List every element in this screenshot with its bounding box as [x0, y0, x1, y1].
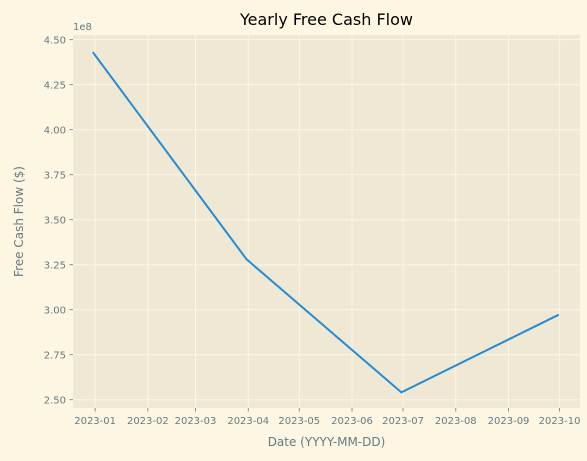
x-tick-label: 2023-08	[435, 416, 477, 427]
y-tick-label: 4.25	[44, 80, 66, 91]
x-tick-label: 2023-04	[227, 416, 269, 427]
y-tick-label: 3.50	[44, 215, 66, 226]
x-tick-label: 2023-07	[382, 416, 424, 427]
y-tick-label: 3.25	[44, 260, 66, 271]
x-tick-label: 2023-06	[331, 416, 373, 427]
x-tick-label: 2023-03	[175, 416, 217, 427]
y-tick-label: 3.75	[44, 170, 66, 181]
x-tick-label: 2023-02	[127, 416, 169, 427]
y-tick-label: 3.00	[44, 305, 66, 316]
x-tick-label: 2023-05	[278, 416, 320, 427]
chart-title: Yearly Free Cash Flow	[239, 10, 413, 29]
series-line	[92, 51, 560, 394]
y-tick-label: 2.75	[44, 350, 66, 361]
x-tick-label: 2023-09	[488, 416, 530, 427]
y-tick-label: 2.50	[44, 395, 66, 406]
series-layer	[92, 51, 560, 394]
y-tick-label: 4.50	[44, 35, 66, 46]
axis-ticks: 2023-01 2023-02 2023-03 2023-04 2023-05 2023-…	[44, 35, 581, 427]
y-axis-label: Free Cash Flow ($)	[12, 166, 26, 277]
plot-area	[73, 35, 580, 408]
y-tick-label: 4.00	[44, 125, 66, 136]
y-axis-offset-label: 1e8	[73, 22, 92, 33]
grid	[73, 35, 580, 408]
x-axis-label: Date (YYYY-MM-DD)	[268, 435, 386, 449]
x-tick-label: 2023-01	[74, 416, 116, 427]
x-tick-label: 2023-10	[539, 416, 581, 427]
